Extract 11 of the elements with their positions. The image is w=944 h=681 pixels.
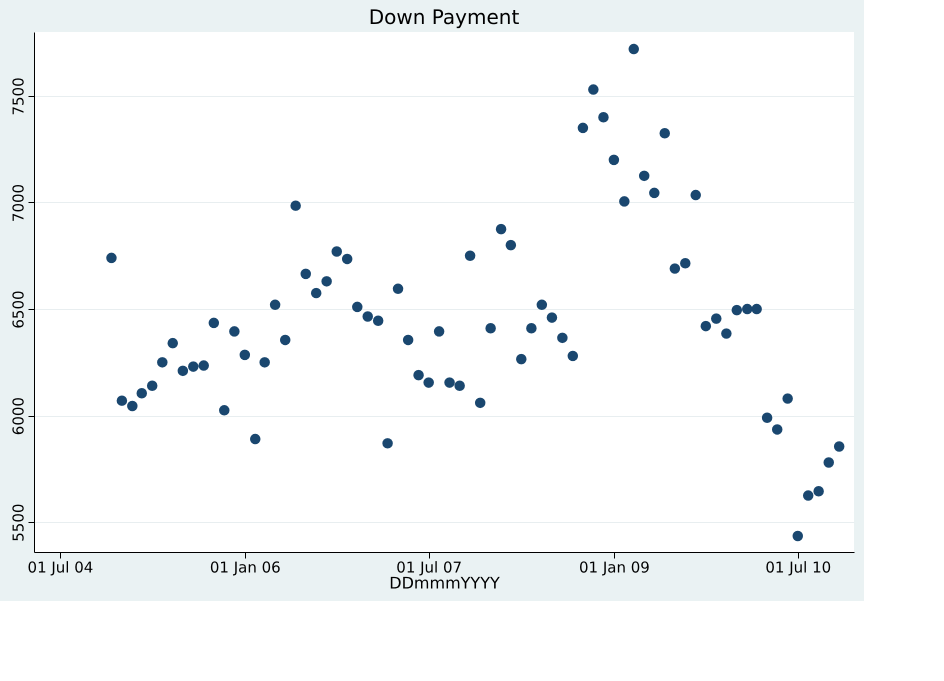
x-tick-label: 01 Jul 04 [28,558,94,576]
x-tick-label: 01 Jul 10 [765,558,832,576]
y-tick-label: 7500 [10,77,28,116]
x-tick-label: 01 Jul 07 [396,558,462,576]
y-tick-label: 6500 [10,290,28,329]
y-tick-label: 7000 [10,184,28,222]
x-tick-label: 01 Jan 06 [210,558,281,576]
chart-title: Down Payment [368,5,520,29]
y-tick-label: 6000 [10,397,28,436]
y-tick-label: 5500 [10,504,28,542]
x-tick-label: 01 Jan 09 [578,558,650,576]
